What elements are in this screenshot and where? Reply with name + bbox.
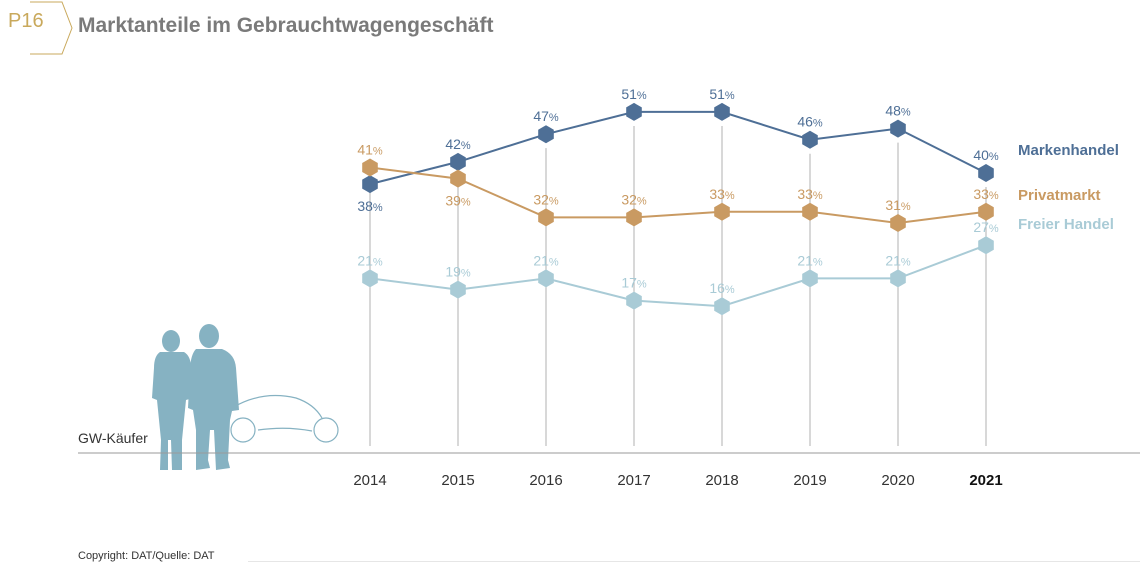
point-marker-markenhandel-2014 [362,175,378,194]
point-marker-privatmarkt-2017 [626,208,642,227]
data-label-privatmarkt-2017: 32% [621,191,647,207]
x-tick-label-2018: 2018 [705,472,738,489]
data-label-freier_handel-2014: 21% [357,252,383,268]
legend-freier_handel: Freier Handel [1018,216,1114,233]
series-markers [362,102,994,316]
data-label-freier_handel-2019: 21% [797,252,823,268]
gw-kaeufer-illustration [152,324,339,470]
point-marker-markenhandel-2019 [802,130,818,149]
data-label-freier_handel-2017: 17% [621,275,647,291]
legend-privatmarkt: Privatmarkt [1018,187,1101,204]
data-label-markenhandel-2020: 48% [885,103,911,119]
point-marker-markenhandel-2015 [450,152,466,171]
data-label-freier_handel-2015: 19% [445,264,471,280]
page-title: Marktanteile im Gebrauchtwagengeschäft [78,14,494,37]
series-lines [369,110,987,308]
point-marker-privatmarkt-2015 [450,169,466,188]
point-marker-freier_handel-2021 [978,236,994,255]
x-tick-label-2017: 2017 [617,472,650,489]
series-line-markenhandel [369,110,987,186]
data-label-freier_handel-2021: 27% [973,219,999,235]
data-label-privatmarkt-2021: 33% [973,186,999,202]
data-label-markenhandel-2015: 42% [445,136,471,152]
footer-divider [248,561,1140,562]
copyright-note: Copyright: DAT/Quelle: DAT [78,550,215,562]
market-share-chart: GW-Käufer 2014 2015 2016 2017 2018 2019 2020 202… [78,86,1140,489]
data-label-freier_handel-2018: 16% [709,280,735,296]
data-label-markenhandel-2018: 51% [709,86,735,102]
x-tick-label-2016: 2016 [529,472,562,489]
badge-chevron-icon [30,1,73,55]
data-label-privatmarkt-2019: 33% [797,186,823,202]
point-marker-freier_handel-2016 [538,269,554,288]
data-label-markenhandel-2017: 51% [621,86,647,102]
legend: Markenhandel Privatmarkt Freier Handel [1018,142,1119,233]
point-marker-privatmarkt-2014 [362,158,378,177]
gridlines [369,125,987,446]
axis-label: GW-Käufer [78,430,148,446]
woman-figure-icon [152,330,193,470]
man-figure-icon [188,324,239,470]
point-marker-privatmarkt-2020 [890,214,906,232]
data-label-privatmarkt-2015: 39% [445,193,471,209]
x-tick-label-2021: 2021 [969,472,1002,489]
header: P16 Marktanteile im Gebrauchtwagengeschä… [0,0,1140,60]
x-tick-label-2015: 2015 [441,472,474,489]
point-marker-markenhandel-2018 [714,102,730,121]
series-line-privatmarkt [369,166,987,225]
data-label-freier_handel-2020: 21% [885,252,911,268]
point-marker-freier_handel-2019 [802,269,818,288]
point-marker-privatmarkt-2018 [714,202,730,221]
data-label-freier_handel-2016: 21% [533,252,559,268]
point-marker-freier_handel-2018 [714,297,730,316]
page-badge: P16 [8,10,44,32]
x-tick-label-2019: 2019 [793,472,826,489]
legend-markenhandel: Markenhandel [1018,142,1119,159]
x-tick-label-2020: 2020 [881,472,914,489]
point-marker-freier_handel-2020 [890,269,906,288]
data-labels: 38% 42% 47% 51% 51% 46% 48% 40% 41% 39% 32% 32% 33% 3… [357,86,999,296]
point-marker-freier_handel-2017 [626,291,642,310]
data-label-privatmarkt-2016: 32% [533,191,559,207]
series-line-freier_handel [369,244,987,308]
data-label-markenhandel-2019: 46% [797,114,823,130]
x-tick-label-2014: 2014 [353,472,386,489]
data-label-privatmarkt-2020: 31% [885,197,911,213]
data-label-markenhandel-2014: 38% [357,198,383,214]
car-outline-icon [230,394,339,443]
point-marker-markenhandel-2020 [890,119,906,138]
x-axis: GW-Käufer 2014 2015 2016 2017 2018 2019 2020 202… [78,430,1140,489]
point-marker-markenhandel-2017 [626,102,642,121]
point-marker-markenhandel-2016 [538,125,554,144]
point-marker-privatmarkt-2019 [802,202,818,221]
data-label-privatmarkt-2018: 33% [709,186,735,202]
point-marker-markenhandel-2021 [978,164,994,182]
data-label-markenhandel-2021: 40% [973,147,999,163]
point-marker-freier_handel-2015 [450,280,466,299]
point-marker-freier_handel-2014 [362,269,378,288]
data-label-markenhandel-2016: 47% [533,108,559,124]
point-marker-privatmarkt-2016 [538,208,554,227]
point-marker-privatmarkt-2021 [978,202,994,221]
data-label-privatmarkt-2014: 41% [357,141,383,157]
